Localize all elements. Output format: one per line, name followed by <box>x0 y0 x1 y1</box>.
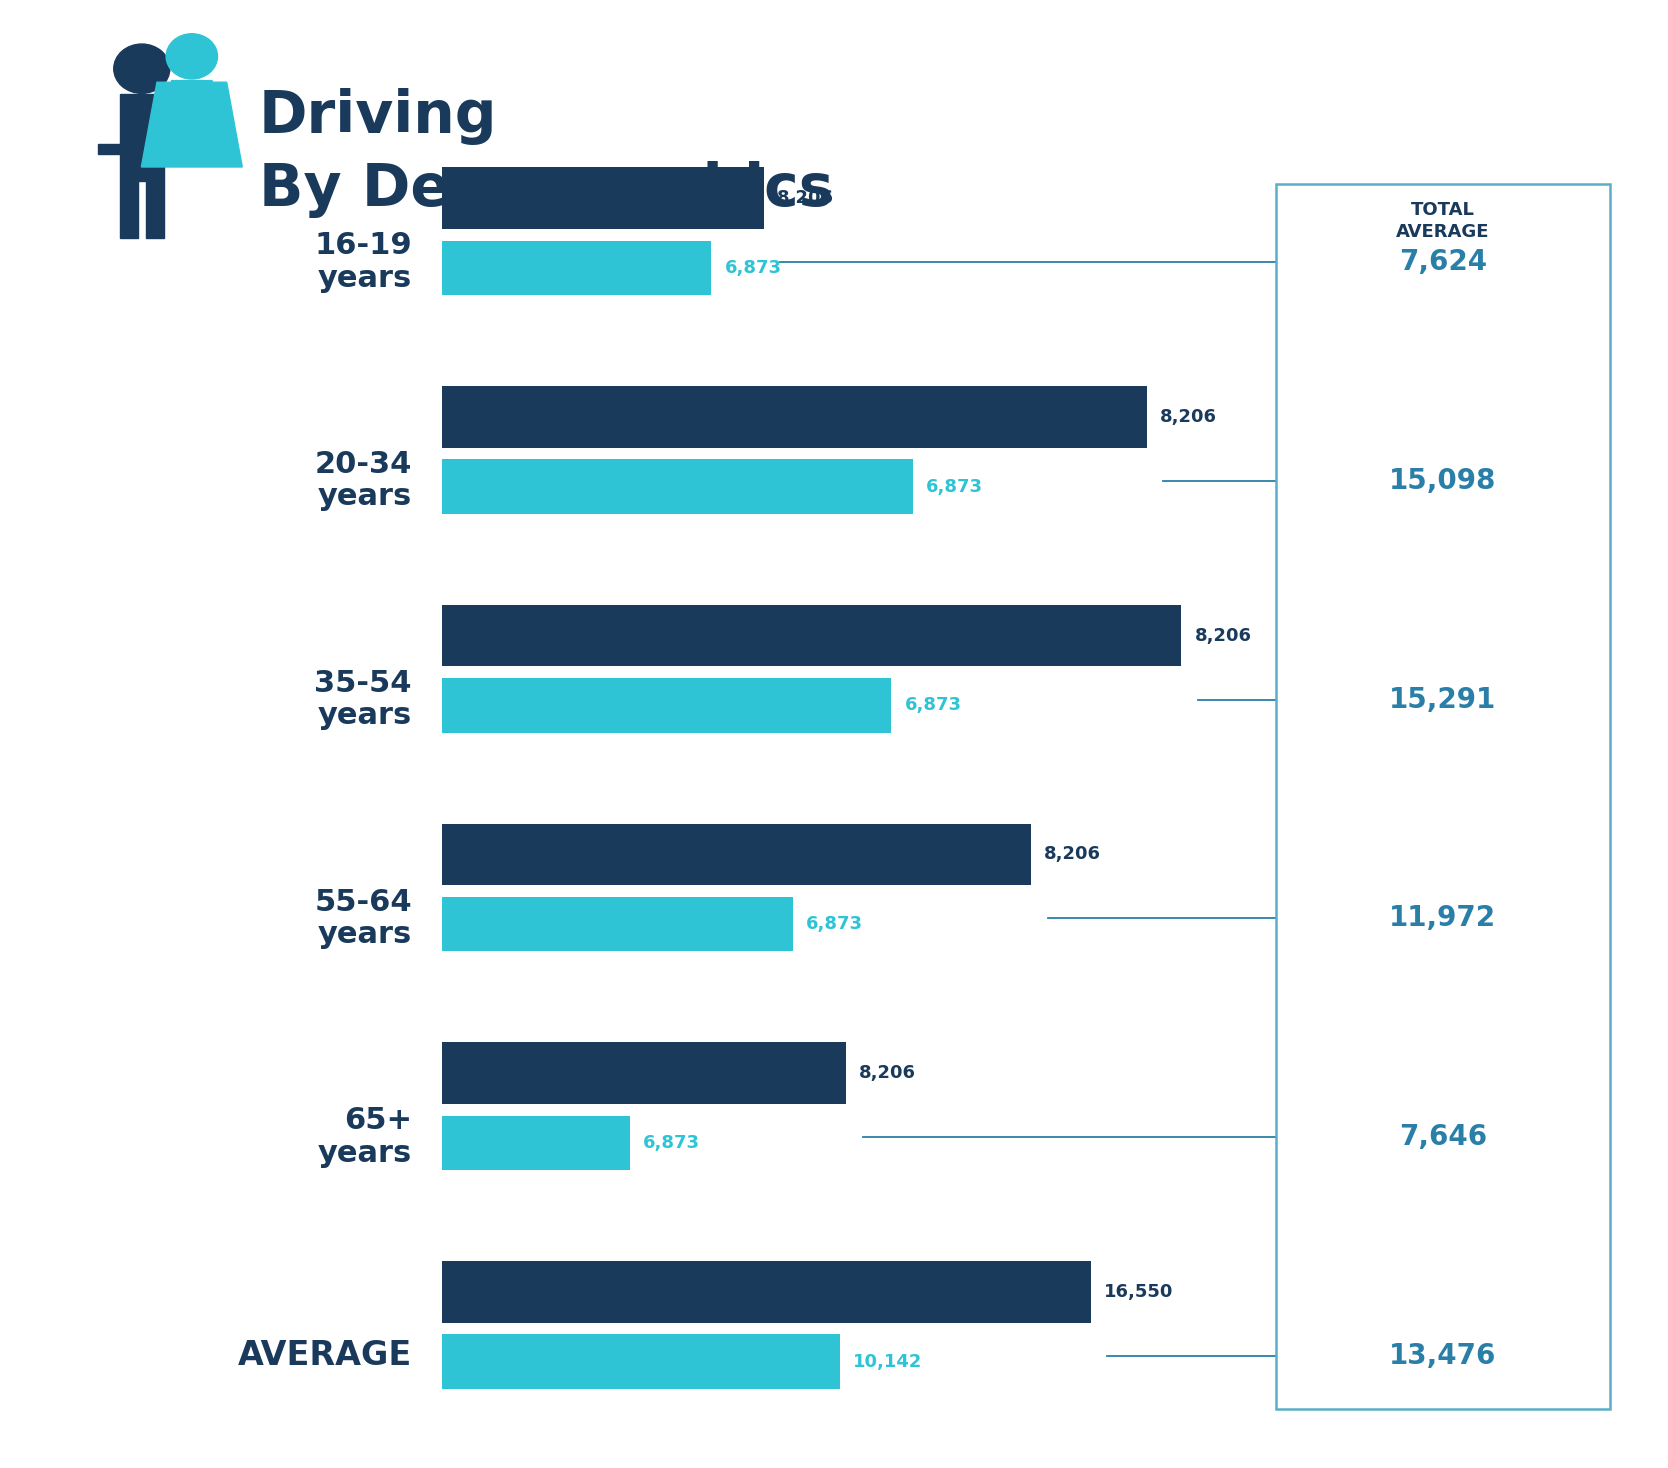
Text: 16-19
years: 16-19 years <box>314 232 412 292</box>
Text: 7,646: 7,646 <box>1399 1123 1486 1151</box>
Bar <box>442 167 764 229</box>
Bar <box>442 1334 839 1389</box>
Text: 8,206: 8,206 <box>777 189 834 207</box>
Text: 7,624: 7,624 <box>1399 248 1486 276</box>
Text: 8,206: 8,206 <box>1044 846 1101 863</box>
Text: 8,206: 8,206 <box>859 1064 916 1082</box>
Text: 6,873: 6,873 <box>904 696 962 715</box>
Text: By Demographics: By Demographics <box>259 161 832 219</box>
Text: AVERAGE: AVERAGE <box>239 1339 412 1373</box>
Text: 16,550: 16,550 <box>1104 1283 1174 1301</box>
FancyBboxPatch shape <box>163 144 185 154</box>
Bar <box>442 824 1031 885</box>
Text: 13,476: 13,476 <box>1389 1342 1496 1370</box>
Bar <box>442 1261 1091 1323</box>
Bar <box>442 1116 629 1170</box>
Text: 10,142: 10,142 <box>852 1352 922 1371</box>
Text: TOTAL
AVERAGE: TOTAL AVERAGE <box>1396 201 1490 241</box>
Text: 15,291: 15,291 <box>1389 686 1496 713</box>
Text: 11,972: 11,972 <box>1389 904 1496 932</box>
Bar <box>442 897 792 951</box>
FancyBboxPatch shape <box>145 181 163 238</box>
Circle shape <box>167 34 217 79</box>
Text: 35-54
years: 35-54 years <box>315 669 412 730</box>
Text: 65+
years: 65+ years <box>317 1107 412 1167</box>
Text: 6,873: 6,873 <box>926 477 982 496</box>
Bar <box>442 459 912 514</box>
Text: 55-64
years: 55-64 years <box>314 888 412 948</box>
Text: 6,873: 6,873 <box>642 1133 701 1152</box>
FancyBboxPatch shape <box>120 94 163 181</box>
Bar <box>442 605 1181 666</box>
FancyBboxPatch shape <box>120 181 138 238</box>
Polygon shape <box>167 81 217 115</box>
Text: Driving: Driving <box>259 88 497 145</box>
Bar <box>442 386 1146 448</box>
Text: 6,873: 6,873 <box>726 258 782 277</box>
FancyBboxPatch shape <box>98 144 120 154</box>
Circle shape <box>113 44 170 94</box>
Bar <box>442 241 712 295</box>
Polygon shape <box>142 82 242 167</box>
Bar <box>442 1042 846 1104</box>
Text: 8,206: 8,206 <box>1194 627 1251 644</box>
Text: 20-34
years: 20-34 years <box>315 451 412 511</box>
Text: 8,206: 8,206 <box>1159 408 1218 426</box>
Text: 15,098: 15,098 <box>1389 467 1496 495</box>
Bar <box>442 678 891 733</box>
Text: 6,873: 6,873 <box>806 915 862 934</box>
Bar <box>1276 184 1610 1409</box>
